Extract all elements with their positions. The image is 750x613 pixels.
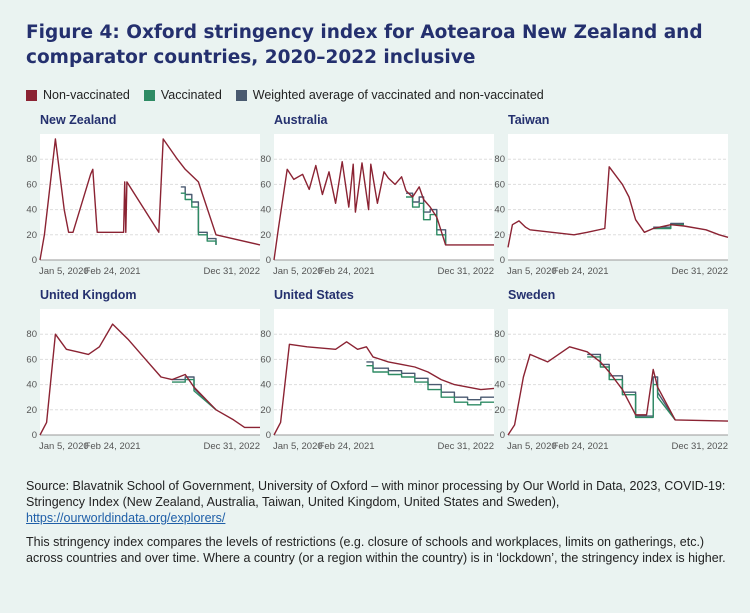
x-tick-label: Feb 24, 2021 — [553, 266, 609, 277]
y-tick-label: 40 — [260, 205, 271, 216]
panel-title-new-zealand: New Zealand — [40, 113, 117, 127]
y-tick-label: 40 — [26, 380, 37, 391]
plot-area — [274, 134, 494, 260]
plot-area — [40, 134, 260, 260]
panel-title-sweden: Sweden — [508, 288, 556, 302]
y-tick-label: 20 — [260, 405, 271, 416]
y-tick-label: 60 — [260, 179, 271, 190]
y-tick-label: 80 — [494, 154, 505, 165]
y-tick-label: 80 — [26, 329, 37, 340]
y-tick-label: 60 — [494, 179, 505, 190]
x-tick-label: Dec 31, 2022 — [203, 441, 260, 452]
x-tick-label: Feb 24, 2021 — [85, 441, 141, 452]
series-line-nonvax — [507, 346, 729, 436]
y-tick-label: 40 — [260, 380, 271, 391]
legend-item-vax: Vaccinated — [143, 88, 222, 102]
figure-title: Figure 4: Oxford stringency index for Ao… — [26, 22, 703, 68]
legend-item-weighted: Weighted average of vaccinated and non-v… — [235, 88, 544, 102]
y-tick-label: 80 — [260, 154, 271, 165]
panel-title-taiwan: Taiwan — [508, 113, 550, 127]
y-tick-label: 20 — [260, 230, 271, 241]
panel-title-united-states: United States — [274, 288, 354, 302]
y-tick-label: 0 — [266, 430, 271, 441]
y-tick-label: 60 — [26, 179, 37, 190]
x-tick-label: Jan 5, 2020 — [507, 266, 557, 277]
legend-swatch-vax — [143, 89, 155, 101]
legend-label-vax: Vaccinated — [160, 88, 222, 102]
y-tick-label: 20 — [494, 230, 505, 241]
panel-title-australia: Australia — [274, 113, 328, 127]
x-tick-label: Dec 31, 2022 — [203, 266, 260, 277]
y-tick-label: 60 — [26, 354, 37, 365]
series-line-nonvax — [39, 138, 261, 261]
x-tick-label: Feb 24, 2021 — [319, 266, 375, 277]
x-tick-label: Feb 24, 2021 — [85, 266, 141, 277]
legend-label-weighted: Weighted average of vaccinated and non-v… — [252, 88, 544, 102]
x-tick-label: Jan 5, 2020 — [273, 266, 323, 277]
y-tick-label: 40 — [494, 205, 505, 216]
x-tick-label: Dec 31, 2022 — [437, 266, 494, 277]
source-text: Source: Blavatnik School of Government, … — [26, 479, 726, 509]
series-line-nonvax — [273, 161, 494, 261]
x-tick-label: Feb 24, 2021 — [319, 441, 375, 452]
y-tick-label: 80 — [260, 329, 271, 340]
x-tick-label: Dec 31, 2022 — [671, 441, 728, 452]
legend: Non-vaccinated Vaccinated Weighted avera… — [26, 88, 544, 102]
x-tick-label: Feb 24, 2021 — [553, 441, 609, 452]
series-line-weighted — [172, 376, 217, 411]
series-line-vax — [366, 365, 494, 406]
x-tick-label: Dec 31, 2022 — [671, 266, 728, 277]
legend-swatch-weighted — [235, 89, 247, 101]
x-tick-label: Jan 5, 2020 — [507, 441, 557, 452]
y-tick-label: 0 — [266, 255, 271, 266]
x-tick-label: Jan 5, 2020 — [273, 441, 323, 452]
y-tick-label: 40 — [494, 380, 505, 391]
y-tick-label: 60 — [494, 354, 505, 365]
plot-area — [508, 309, 728, 435]
explanatory-note: This stringency index compares the level… — [26, 535, 726, 565]
series-line-vax — [180, 192, 217, 245]
legend-item-nonvax: Non-vaccinated — [26, 88, 130, 102]
y-tick-label: 60 — [260, 354, 271, 365]
series-line-nonvax — [39, 323, 260, 436]
y-tick-label: 0 — [32, 430, 37, 441]
series-line-vax — [406, 196, 447, 245]
series-line-nonvax — [273, 341, 495, 436]
y-tick-label: 80 — [26, 154, 37, 165]
x-tick-label: Jan 5, 2020 — [39, 266, 89, 277]
series-line-vax — [587, 356, 676, 421]
x-tick-label: Dec 31, 2022 — [437, 441, 494, 452]
legend-label-nonvax: Non-vaccinated — [43, 88, 130, 102]
y-tick-label: 20 — [26, 230, 37, 241]
panel-title-united-kingdom: United Kingdom — [40, 288, 137, 302]
y-tick-label: 0 — [500, 430, 505, 441]
series-line-weighted — [180, 186, 217, 245]
plot-area — [508, 134, 728, 260]
y-tick-label: 20 — [26, 405, 37, 416]
source-note: Source: Blavatnik School of Government, … — [26, 478, 726, 526]
source-link[interactable]: https://ourworldindata.org/explorers/ — [26, 511, 226, 525]
y-tick-label: 0 — [32, 255, 37, 266]
y-tick-label: 40 — [26, 205, 37, 216]
x-tick-label: Jan 5, 2020 — [39, 441, 89, 452]
y-tick-label: 80 — [494, 329, 505, 340]
y-tick-label: 20 — [494, 405, 505, 416]
series-line-nonvax — [507, 166, 729, 248]
y-tick-label: 0 — [500, 255, 505, 266]
legend-swatch-nonvax — [26, 89, 37, 101]
